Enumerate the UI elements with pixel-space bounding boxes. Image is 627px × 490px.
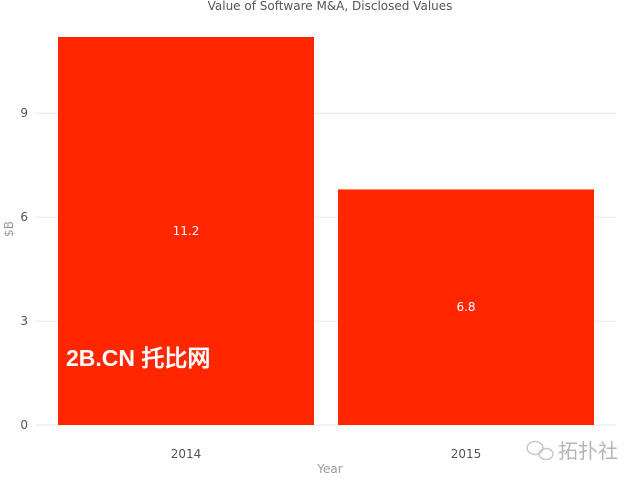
watermark-text: 2B.CN 托比网 — [66, 345, 210, 371]
wechat-brand-text: 拓扑社 — [558, 439, 618, 463]
wechat-watermark: 拓扑社 — [526, 439, 618, 463]
y-tick-label: 0 — [20, 418, 28, 432]
bar-data-label: 11.2 — [173, 224, 200, 238]
y-tick-label: 9 — [20, 106, 28, 120]
x-axis-title: Year — [316, 462, 342, 476]
y-tick-label: 6 — [20, 210, 28, 224]
chart-title: Value of Software M&A, Disclosed Values — [208, 0, 453, 13]
y-axis-ticks: 0 3 6 9 — [20, 106, 28, 432]
bar — [58, 37, 314, 425]
x-axis-ticks: 2014 2015 — [171, 447, 482, 461]
wechat-icon — [526, 440, 554, 461]
x-tick-label: 2015 — [451, 447, 482, 461]
y-axis-title: $B — [2, 221, 16, 237]
bar-data-labels: 11.2 6.8 — [173, 224, 476, 314]
bar — [338, 189, 594, 425]
bar-data-label: 6.8 — [456, 300, 475, 314]
bars — [58, 37, 594, 425]
x-tick-label: 2014 — [171, 447, 202, 461]
y-tick-label: 3 — [20, 314, 28, 328]
